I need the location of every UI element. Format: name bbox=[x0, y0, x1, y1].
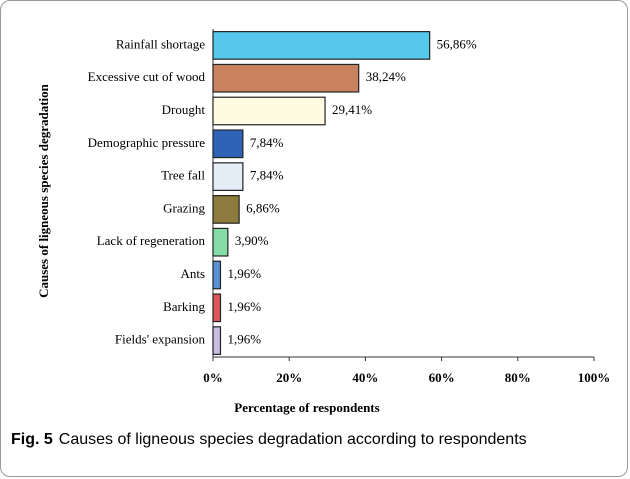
bar bbox=[212, 129, 244, 159]
x-tick-label: 80% bbox=[505, 370, 531, 385]
bar bbox=[212, 162, 244, 191]
data-label: 7,84% bbox=[250, 168, 284, 183]
data-label: 56,86% bbox=[437, 36, 477, 51]
bar bbox=[212, 227, 229, 257]
data-label: 6,86% bbox=[246, 200, 280, 215]
y-tick-label: Fields' expansion bbox=[115, 332, 206, 347]
caption: Fig. 5 Causes of ligneous species degrada… bbox=[11, 429, 617, 451]
y-tick-label: Barking bbox=[163, 299, 205, 314]
y-tick-label: Rainfall shortage bbox=[116, 36, 205, 51]
caption-text: Causes of ligneous species degradation a… bbox=[58, 431, 527, 448]
data-label: 29,41% bbox=[332, 102, 372, 117]
data-label: 38,24% bbox=[366, 69, 406, 84]
bar bbox=[212, 96, 326, 126]
data-label: 3,90% bbox=[235, 233, 269, 248]
y-tick-label: Ants bbox=[180, 266, 205, 281]
y-axis-label: Causes of ligneous species degradation bbox=[36, 83, 51, 298]
bar bbox=[212, 63, 360, 93]
data-label: 1,96% bbox=[227, 332, 261, 347]
caption-label: Fig. 5 bbox=[11, 431, 53, 448]
y-tick-label: Grazing bbox=[163, 200, 205, 215]
x-tick-label: 0% bbox=[203, 370, 223, 385]
data-label: 1,96% bbox=[227, 299, 261, 314]
y-tick-label: Excessive cut of wood bbox=[88, 69, 206, 84]
bar bbox=[212, 31, 431, 60]
bar bbox=[212, 293, 222, 323]
y-tick-label: Tree fall bbox=[161, 168, 205, 183]
x-tick-label: 100% bbox=[578, 370, 611, 385]
chart: Percentage of respondents Causes of lign… bbox=[36, 29, 611, 415]
x-tick-label: 20% bbox=[276, 370, 302, 385]
data-label: 1,96% bbox=[227, 266, 261, 281]
y-tick-label: Demographic pressure bbox=[88, 135, 206, 150]
bar bbox=[212, 326, 222, 355]
y-tick-label: Drought bbox=[162, 102, 206, 117]
bar bbox=[212, 260, 222, 290]
y-tick-label: Lack of regeneration bbox=[97, 233, 206, 248]
data-label: 7,84% bbox=[250, 135, 284, 150]
x-tick-label: 40% bbox=[352, 370, 378, 385]
x-axis-label: Percentage of respondents bbox=[234, 400, 379, 415]
bar bbox=[212, 195, 240, 224]
x-tick-label: 60% bbox=[429, 370, 455, 385]
